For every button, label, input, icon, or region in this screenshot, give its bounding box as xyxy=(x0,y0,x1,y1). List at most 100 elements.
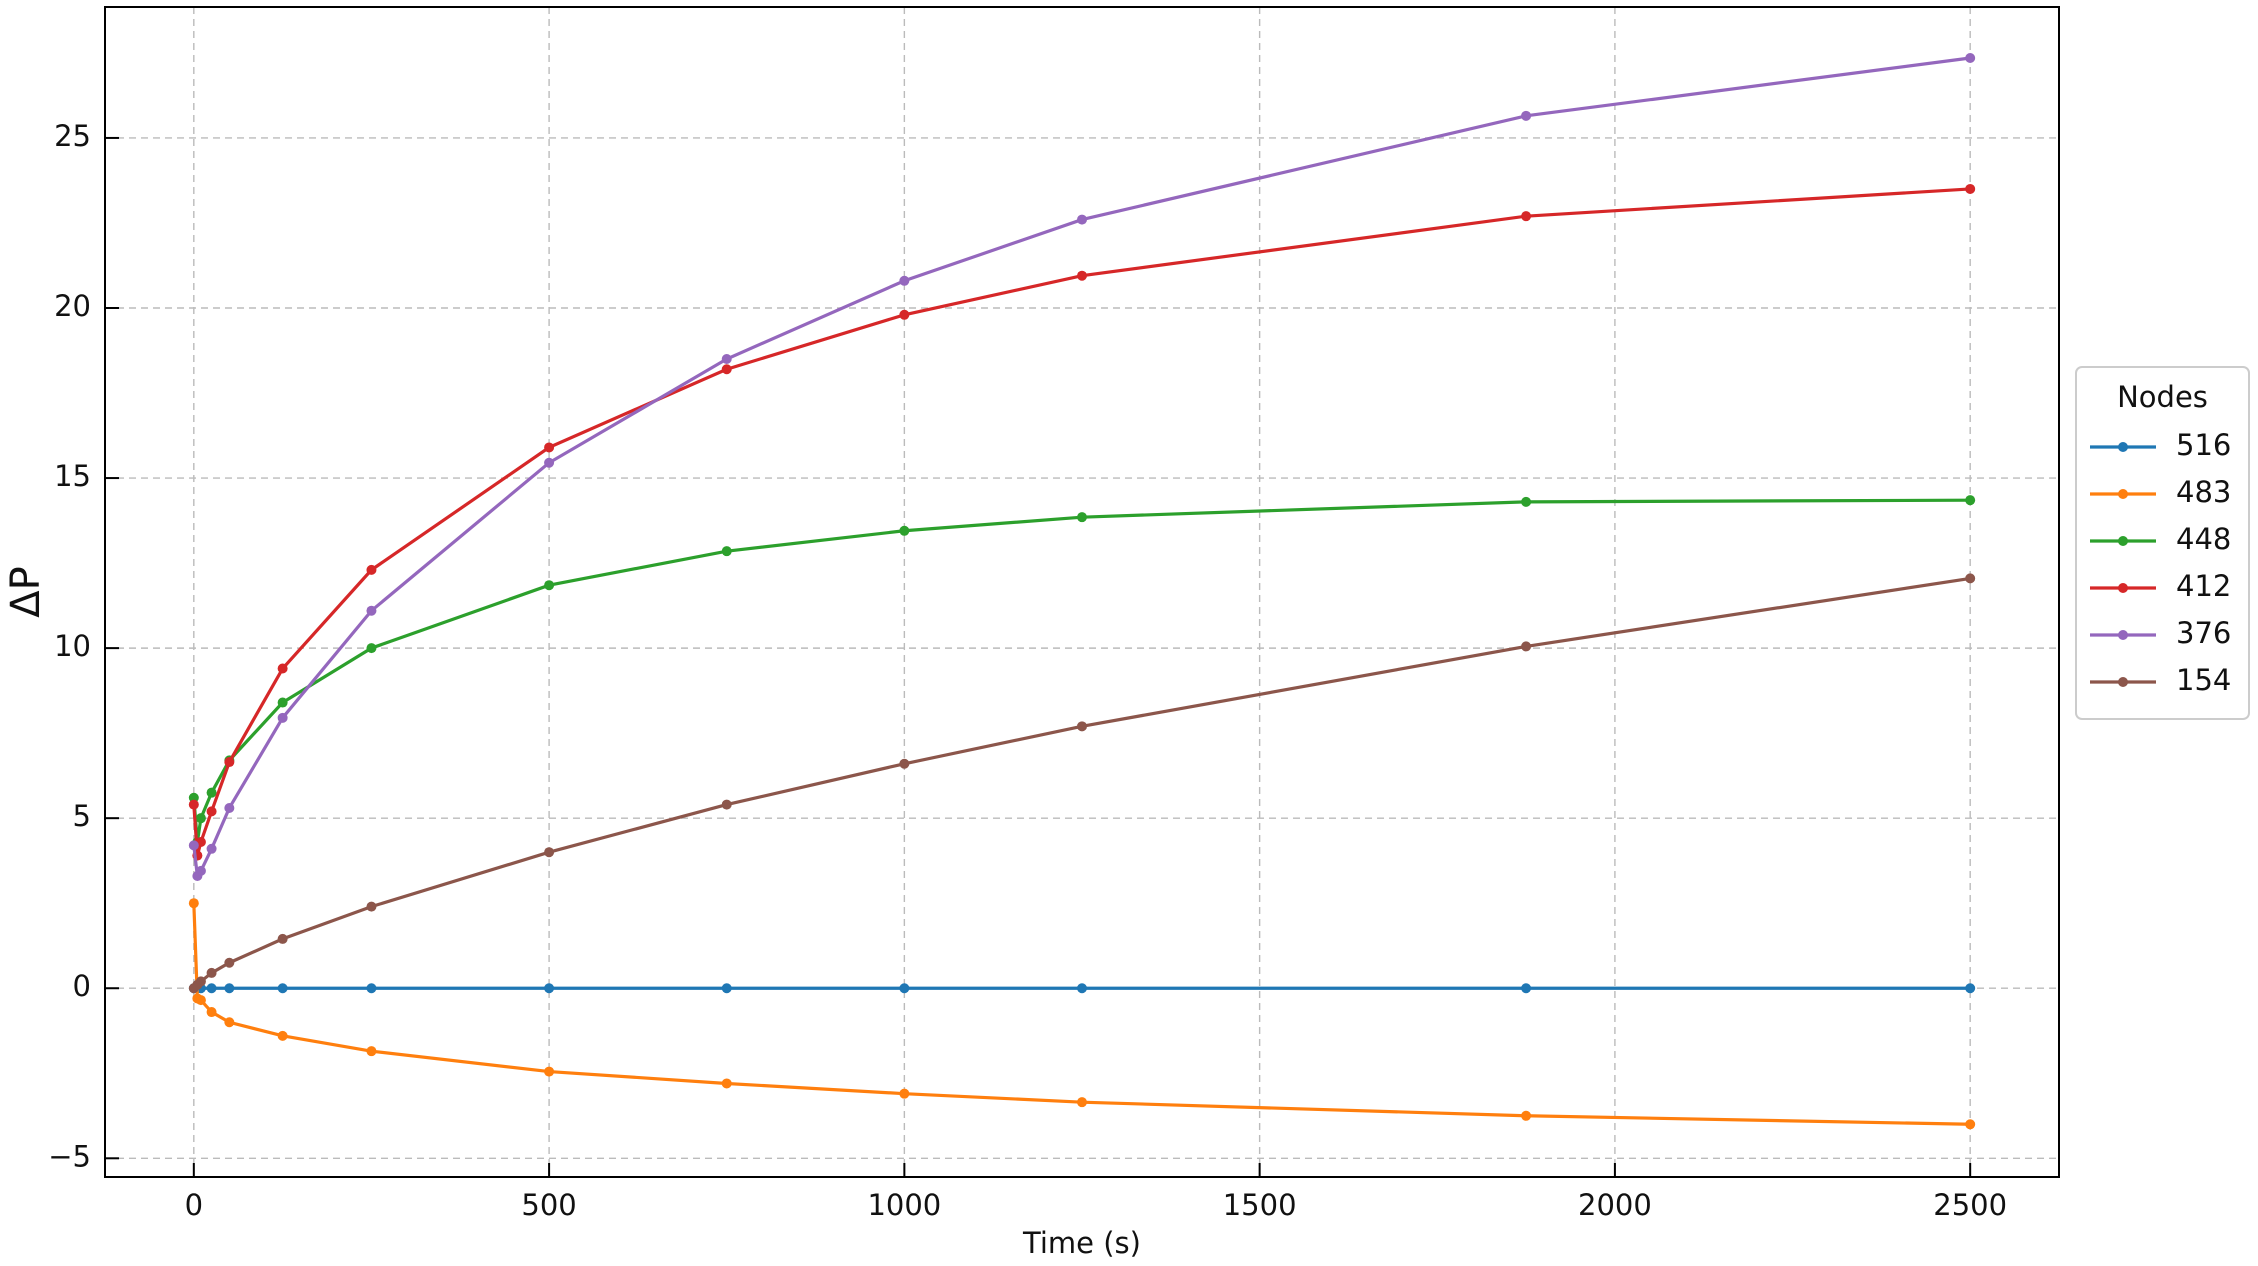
x-tick-label: 1000 xyxy=(867,1188,941,1222)
data-point xyxy=(544,983,555,994)
series-line xyxy=(192,187,1971,856)
data-point xyxy=(899,983,910,994)
data-point xyxy=(277,697,288,708)
legend-label: 376 xyxy=(2176,616,2231,650)
y-tick-label: 25 xyxy=(54,119,91,153)
data-point xyxy=(721,1078,732,1089)
data-point xyxy=(195,813,206,824)
y-tick-label: 20 xyxy=(54,289,91,323)
data-point xyxy=(277,663,288,674)
data-point xyxy=(899,275,910,286)
data-point xyxy=(1077,1097,1087,1108)
data-point xyxy=(206,967,217,978)
data-point xyxy=(188,898,199,909)
data-point xyxy=(1965,1119,1976,1130)
legend-label: 483 xyxy=(2176,475,2231,509)
data-point xyxy=(277,712,288,723)
data-point xyxy=(206,1007,217,1018)
legend-marker xyxy=(2118,630,2128,640)
data-point xyxy=(224,983,235,994)
data-point xyxy=(195,976,206,987)
data-point xyxy=(1521,211,1532,222)
series-line xyxy=(192,56,1971,881)
x-tick-label: 2000 xyxy=(1578,1188,1652,1222)
plot-frame xyxy=(104,6,2060,1178)
data-point xyxy=(1077,270,1087,281)
data-point xyxy=(1965,495,1976,506)
data-point xyxy=(195,995,206,1006)
data-point xyxy=(544,442,555,453)
x-tick-label: 1500 xyxy=(1223,1188,1297,1222)
y-tick-label: −5 xyxy=(48,1139,91,1173)
legend-marker xyxy=(2118,489,2128,499)
data-point xyxy=(195,865,206,876)
data-point xyxy=(1521,641,1532,652)
data-point xyxy=(721,983,732,994)
legend-label: 448 xyxy=(2176,522,2231,556)
data-point xyxy=(366,1046,377,1057)
x-tick-label: 2500 xyxy=(1933,1188,2007,1222)
data-point xyxy=(206,983,217,994)
data-point xyxy=(544,580,555,591)
data-point xyxy=(206,787,217,798)
x-axis-label: Time (s) xyxy=(1022,1226,1141,1260)
data-point xyxy=(544,1066,555,1077)
data-point xyxy=(1965,183,1976,194)
data-point xyxy=(1521,110,1532,121)
data-point xyxy=(366,564,377,575)
legend-marker xyxy=(2118,677,2128,687)
legend-marker xyxy=(2118,583,2128,593)
data-point xyxy=(206,806,217,817)
data-point xyxy=(1965,573,1976,584)
data-point xyxy=(224,957,235,968)
legend-title: Nodes xyxy=(2117,380,2208,414)
data-point xyxy=(1077,721,1087,732)
data-point xyxy=(899,1088,910,1099)
data-point xyxy=(277,983,288,994)
data-point xyxy=(366,605,377,616)
y-tick-label: 0 xyxy=(73,969,91,1003)
data-point xyxy=(224,802,235,813)
data-point xyxy=(1521,983,1532,994)
data-point xyxy=(224,757,235,768)
series-line xyxy=(192,498,1971,843)
data-point xyxy=(224,1017,235,1028)
series-line xyxy=(192,576,1971,990)
data-point xyxy=(277,933,288,944)
data-point xyxy=(721,364,732,375)
data-point xyxy=(721,546,732,557)
data-point xyxy=(721,354,732,365)
data-point xyxy=(366,983,377,994)
legend-marker xyxy=(2118,442,2128,452)
data-point xyxy=(1077,512,1087,523)
legend-marker xyxy=(2118,536,2128,546)
data-point xyxy=(899,309,910,320)
legend-label: 412 xyxy=(2176,569,2231,603)
data-point xyxy=(188,840,199,851)
data-point xyxy=(366,643,377,654)
y-axis-label: ΔP xyxy=(3,566,49,617)
x-tick-label: 500 xyxy=(521,1188,576,1222)
data-point xyxy=(899,758,910,769)
data-point xyxy=(366,901,377,912)
y-tick-label: 15 xyxy=(54,459,91,493)
x-tick-label: 0 xyxy=(185,1188,203,1222)
legend-label: 154 xyxy=(2176,663,2231,697)
data-point xyxy=(1521,1110,1532,1121)
data-point xyxy=(1965,53,1976,64)
data-point xyxy=(1521,496,1532,507)
series-line xyxy=(192,903,1971,1126)
y-tick-label: 5 xyxy=(73,799,91,833)
data-point xyxy=(1077,983,1087,994)
data-point xyxy=(899,525,910,536)
data-point xyxy=(188,799,199,810)
data-point xyxy=(544,457,555,468)
data-point xyxy=(1965,983,1976,994)
y-tick-label: 10 xyxy=(54,629,91,663)
data-point xyxy=(277,1030,288,1041)
legend-box xyxy=(2075,366,2250,720)
data-point xyxy=(206,843,217,854)
legend-label: 516 xyxy=(2176,428,2231,462)
data-point xyxy=(544,847,555,858)
